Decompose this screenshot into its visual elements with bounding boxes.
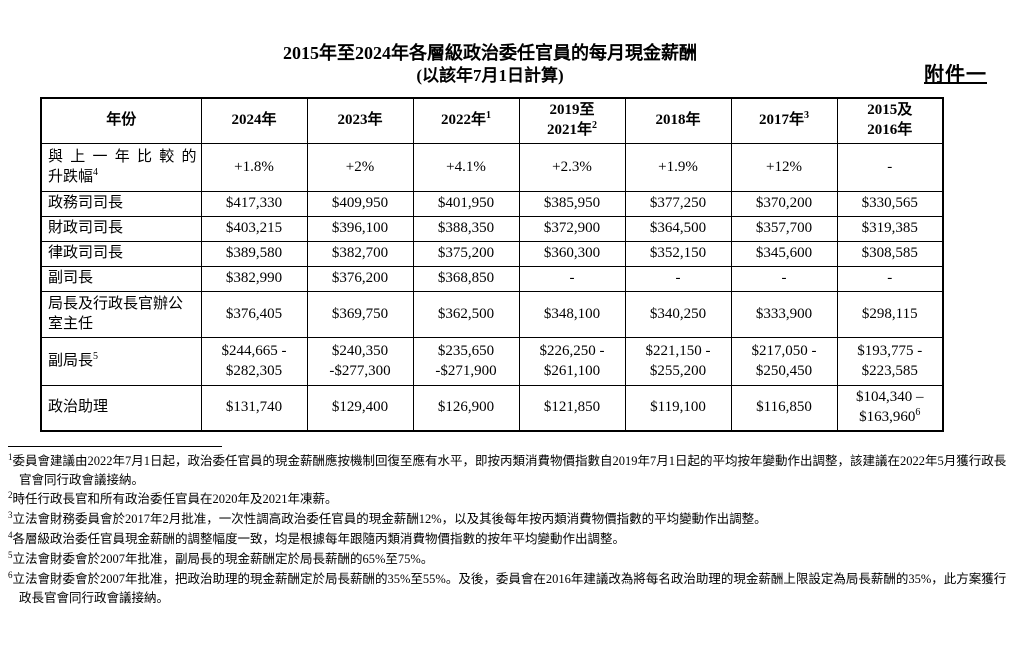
change-cell: - [836,143,944,193]
salary-cell: $417,330 [200,191,308,218]
salary-cell: $319,385 [836,216,944,243]
salary-cell: $104,340 – $163,9606 [836,385,944,432]
salary-cell: - [624,266,732,293]
salary-cell: $364,500 [624,216,732,243]
salary-cell: $403,215 [200,216,308,243]
salary-cell: $362,500 [412,291,520,339]
change-cell: +2.3% [518,143,626,193]
col-header-2022: 2022年1 [412,97,520,145]
footnotes: 1委員會建議由2022年7月1日起，政治委任官員的現金薪酬應按機制回復至應有水平… [8,451,1010,608]
salary-cell: $372,900 [518,216,626,243]
col-header-year: 年份 [40,97,202,145]
col-header-2019-2021: 2019至 2021年2 [518,97,626,145]
salary-cell: $388,350 [412,216,520,243]
footnote-4: 4各層級政治委任官員現金薪酬的調整幅度一致，均是根據每年跟隨丙類消費物價指數的按… [8,530,626,547]
row-change-vs-previous-year: 與上一年比較的 升跌幅4 +1.8% +2% +4.1% +2.3% +1.9% … [40,143,944,193]
annex-label: 附件一 [924,64,987,86]
col-header-2017: 2017年3 [730,97,838,145]
salary-cell: $396,100 [306,216,414,243]
row-bureau-directors: 局長及行政長官辦公室主任 $376,405 $369,750 $362,500 … [40,291,944,339]
salary-cell: $401,950 [412,191,520,218]
page-title: 2015年至2024年各層級政治委任官員的每月現金薪酬 (以該年7月1日計算) [40,42,940,87]
salary-cell: $298,115 [836,291,944,339]
footnote-3: 3立法會財務委員會於2017年2月批准，一次性調高政治委任官員的現金薪酬12%，… [8,510,767,527]
footnote-1: 1委員會建議由2022年7月1日起，政治委任官員的現金薪酬應按機制回復至應有水平… [8,451,1007,487]
row-label-secretary-justice: 律政司司長 [40,241,202,268]
salary-cell: $126,900 [412,385,520,432]
salary-cell: $217,050 - $250,450 [730,337,838,387]
change-cell: +1.9% [624,143,732,193]
salary-cell: $330,565 [836,191,944,218]
row-label-chief-secretary: 政務司司長 [40,191,202,218]
salary-cell: $226,250 - $261,100 [518,337,626,387]
salary-cell: $131,740 [200,385,308,432]
salary-cell: $352,150 [624,241,732,268]
change-cell: +1.8% [200,143,308,193]
salary-table: 年份 2024年 2023年 2022年1 2019至 2021年2 2018年… [40,97,944,432]
row-financial-secretary: 財政司司長 $403,215 $396,100 $388,350 $372,90… [40,216,944,243]
salary-cell: $369,750 [306,291,414,339]
salary-cell: $116,850 [730,385,838,432]
row-political-assistants: 政治助理 $131,740 $129,400 $126,900 $121,850… [40,385,944,432]
change-cell: +12% [730,143,838,193]
salary-cell: $376,200 [306,266,414,293]
table-header-row: 年份 2024年 2023年 2022年1 2019至 2021年2 2018年… [40,97,944,145]
row-deputy-directors: 副局長5 $244,665 - $282,305 $240,350 -$277,… [40,337,944,387]
row-chief-secretary: 政務司司長 $417,330 $409,950 $401,950 $385,95… [40,191,944,218]
salary-cell: $193,775 - $223,585 [836,337,944,387]
salary-cell: $333,900 [730,291,838,339]
salary-cell: $240,350 -$277,300 [306,337,414,387]
row-label-financial-secretary: 財政司司長 [40,216,202,243]
salary-cell: $368,850 [412,266,520,293]
salary-cell: $345,600 [730,241,838,268]
change-cell: +4.1% [412,143,520,193]
salary-cell: $121,850 [518,385,626,432]
col-header-2018: 2018年 [624,97,732,145]
row-secretary-justice: 律政司司長 $389,580 $382,700 $375,200 $360,30… [40,241,944,268]
col-header-2024: 2024年 [200,97,308,145]
page-title-line1: 2015年至2024年各層級政治委任官員的每月現金薪酬 [283,43,697,63]
salary-cell: $119,100 [624,385,732,432]
salary-cell: $340,250 [624,291,732,339]
row-deputy-secretary: 副司長 $382,990 $376,200 $368,850 - - - - [40,266,944,293]
salary-cell: $221,150 - $255,200 [624,337,732,387]
salary-cell: - [836,266,944,293]
salary-cell: $382,700 [306,241,414,268]
salary-cell: $376,405 [200,291,308,339]
row-label-change: 與上一年比較的 升跌幅4 [40,143,202,193]
salary-cell: $370,200 [730,191,838,218]
footnote-5: 5立法會財委會於2007年批准，副局長的現金薪酬定於局長薪酬的65%至75%。 [8,550,434,567]
col-header-2023: 2023年 [306,97,414,145]
salary-cell: $235,650 -$271,900 [412,337,520,387]
change-cell: +2% [306,143,414,193]
salary-cell: $308,585 [836,241,944,268]
salary-cell: $348,100 [518,291,626,339]
salary-cell: $389,580 [200,241,308,268]
salary-cell: $409,950 [306,191,414,218]
row-label-deputy-secretary: 副司長 [40,266,202,293]
salary-cell: $360,300 [518,241,626,268]
salary-cell: $375,200 [412,241,520,268]
footnote-separator [8,445,222,447]
salary-cell: - [730,266,838,293]
footnote-2: 2時任行政長官和所有政治委任官員在2020年及2021年凍薪。 [8,490,338,507]
salary-cell: $385,950 [518,191,626,218]
row-label-deputy-directors: 副局長5 [40,337,202,387]
salary-cell: $244,665 - $282,305 [200,337,308,387]
salary-cell: $357,700 [730,216,838,243]
salary-cell: - [518,266,626,293]
page-title-line2: (以該年7月1日計算) [416,66,564,86]
col-header-2015-2016: 2015及 2016年 [836,97,944,145]
salary-cell: $377,250 [624,191,732,218]
footnote-6: 6立法會財委會於2007年批准，把政治助理的現金薪酬定於局長薪酬的35%至55%… [8,569,1007,605]
salary-cell: $382,990 [200,266,308,293]
row-label-political-assistants: 政治助理 [40,385,202,432]
salary-cell: $129,400 [306,385,414,432]
row-label-bureau-directors: 局長及行政長官辦公室主任 [40,291,202,339]
